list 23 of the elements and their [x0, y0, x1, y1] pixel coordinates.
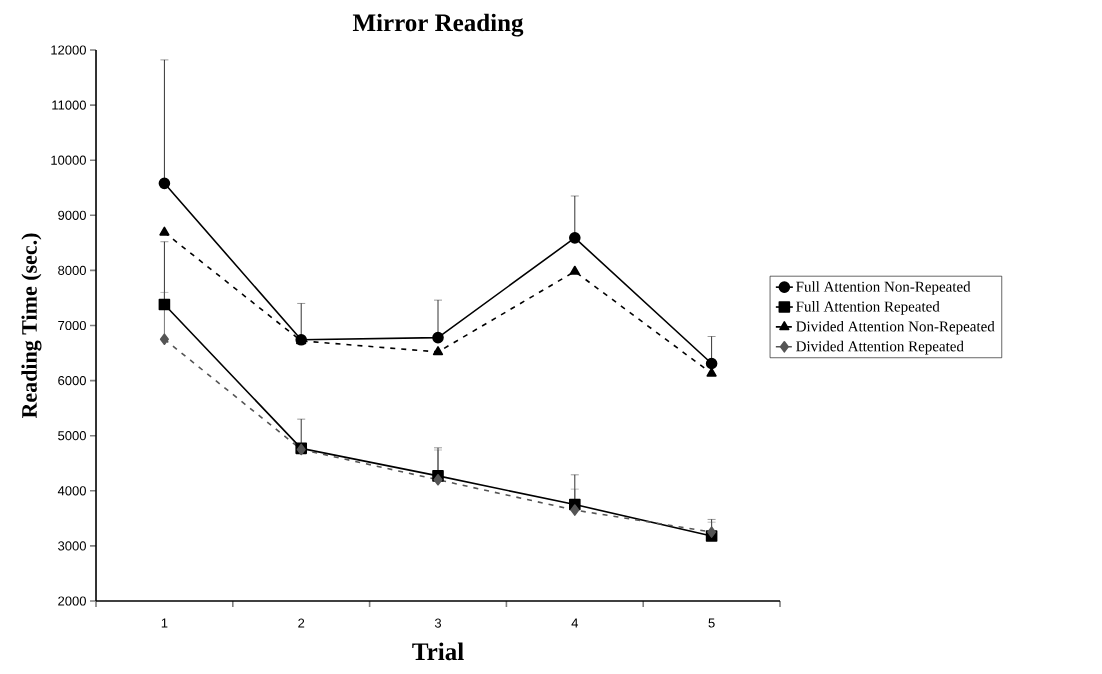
- x-tick-label: 3: [434, 618, 442, 628]
- legend-label: Divided Attention Non-Repeated: [796, 320, 995, 335]
- x-tick-label: 2: [298, 618, 305, 628]
- y-tick-label: 6000: [58, 375, 86, 386]
- y-tick-label: 4000: [57, 486, 86, 496]
- y-tick-label: 3000: [58, 541, 86, 551]
- x-tick-label: 1: [161, 618, 168, 628]
- y-tick-label: 9000: [58, 210, 86, 220]
- y-tick-label: 10000: [51, 155, 86, 165]
- legend-label: Full Attention Repeated: [796, 301, 940, 315]
- y-tick-label: 8000: [58, 265, 86, 275]
- y-tick-label: 12000: [51, 45, 86, 55]
- legend-label: Full Attention Non-Repeated: [796, 281, 971, 295]
- legend-label: Divided Attention Repeated: [796, 340, 964, 355]
- x-axis-title: Trial: [412, 642, 464, 661]
- chart-title: Mirror Reading: [352, 13, 524, 37]
- y-tick-label: 7000: [58, 320, 86, 331]
- x-tick-label: 4: [571, 618, 579, 628]
- y-tick-label: 5000: [58, 431, 86, 441]
- y-axis-title: Reading Time (sec.): [21, 233, 42, 419]
- y-tick-label: 2000: [58, 596, 86, 606]
- y-tick-label: 11000: [52, 100, 86, 110]
- x-tick-label: 5: [708, 618, 715, 628]
